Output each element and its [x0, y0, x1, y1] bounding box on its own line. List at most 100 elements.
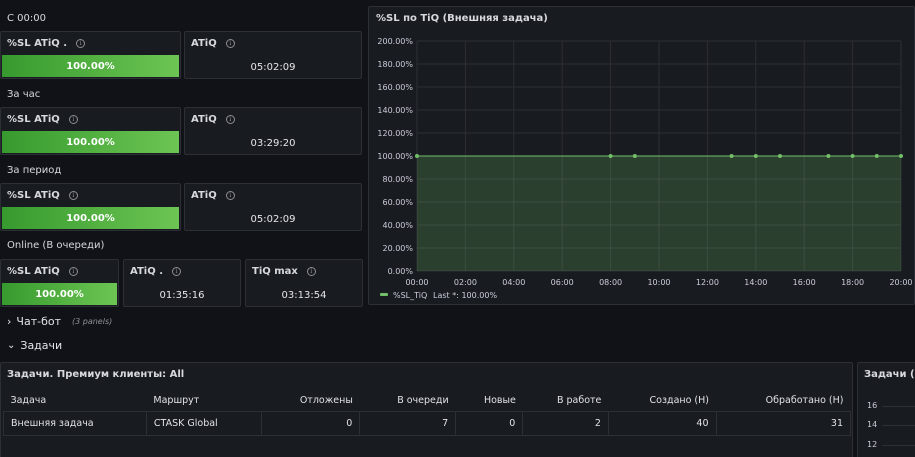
row-chatbot[interactable]: › Чат-бот (3 panels) — [0, 313, 915, 329]
stat-value: 03:29:20 — [250, 138, 296, 149]
table-cell: 31 — [715, 410, 851, 436]
column-header-postponed[interactable]: Отложены — [299, 394, 353, 406]
y-tick-label: 120.00% — [377, 129, 413, 138]
stat-panel-atiq-online[interactable]: ATiQ . i 01:35:16 — [123, 259, 241, 307]
stat-title: %SL ATiQ — [7, 266, 60, 277]
data-point — [778, 154, 782, 158]
stat-panel-tiq-max-online[interactable]: TiQ max i 03:13:54 — [245, 259, 363, 307]
row-title: Задачи — [20, 338, 63, 352]
legend-stat: Last *: 100.00% — [433, 291, 497, 300]
column-header-route[interactable]: Маршрут — [153, 394, 200, 406]
row-tasks[interactable]: ⌄ Задачи — [0, 337, 915, 353]
chart-panel-sl-tiq[interactable]: %SL по TiQ (Внешняя задача) 0.00% 20.00% 4… — [368, 6, 915, 305]
x-tick-label: 18:00 — [841, 278, 864, 287]
x-tick-label: 02:00 — [454, 278, 477, 287]
y-tick-label: 100.00% — [377, 152, 413, 161]
tasks-table: Задача Маршрут Отложены В очереди Новые … — [3, 390, 851, 436]
legend-swatch — [380, 293, 388, 296]
column-header-in-queue[interactable]: В очереди — [397, 394, 449, 406]
group-title-per-hour: За час — [7, 89, 41, 100]
chevron-down-icon: ⌄ — [7, 339, 16, 351]
column-header-new[interactable]: Новые — [483, 394, 516, 406]
info-icon[interactable]: i — [225, 39, 235, 48]
stat-panel-atiq-today[interactable]: ATiQ i 05:02:09 — [184, 31, 362, 79]
info-icon[interactable]: i — [225, 115, 235, 124]
stat-panel-atiq-hour[interactable]: ATiQ i 03:29:20 — [184, 107, 362, 155]
stat-title: %SL ATiQ — [7, 114, 60, 125]
stat-value: 03:13:54 — [281, 290, 327, 301]
table-header-row: Задача Маршрут Отложены В очереди Новые … — [4, 390, 851, 411]
stat-panel-atiq-period[interactable]: ATiQ i 05:02:09 — [184, 183, 362, 231]
y-tick-label: 16 — [867, 401, 878, 410]
data-point — [826, 154, 831, 158]
data-point — [850, 154, 855, 158]
x-tick-label: 10:00 — [647, 278, 670, 287]
column-header-processed[interactable]: Обработано (Н) — [765, 394, 844, 406]
info-icon[interactable]: i — [76, 39, 86, 48]
y-tick-label: 12 — [867, 440, 878, 449]
stat-title: ATiQ — [191, 38, 217, 49]
stat-title: ATiQ — [191, 190, 217, 201]
info-icon[interactable]: i — [68, 115, 78, 124]
stat-title: ATiQ . — [130, 266, 163, 277]
chart-panel-tasks-external[interactable]: Задачи (Вн 16 14 12 — [857, 362, 915, 457]
y-tick-label: 200.00% — [377, 37, 413, 46]
info-icon[interactable]: i — [306, 267, 316, 276]
stat-value: 01:35:16 — [159, 290, 205, 301]
y-tick-label: 14 — [867, 420, 878, 429]
y-tick-label: 180.00% — [377, 60, 413, 69]
group-title-online: Online (В очереди) — [7, 240, 105, 251]
y-tick-label: 0.00% — [388, 267, 414, 276]
stat-panel-sl-atiq-period[interactable]: %SL ATiQ i 100.00% — [0, 183, 181, 231]
stat-value: 100.00% — [2, 207, 179, 229]
row-panel-count: (3 panels) — [72, 316, 113, 326]
stat-panel-sl-atiq-today[interactable]: %SL ATiQ . i 100.00% — [0, 31, 181, 79]
stat-panel-sl-atiq-online[interactable]: %SL ATiQ i 100.00% — [0, 259, 119, 307]
series-area — [417, 156, 901, 271]
stat-value: 100.00% — [2, 283, 117, 305]
group-title-per-period: За период — [7, 165, 62, 176]
info-icon[interactable]: i — [225, 191, 235, 200]
info-icon[interactable]: i — [68, 191, 78, 200]
y-tick-label: 160.00% — [377, 83, 413, 92]
x-tick-label: 16:00 — [793, 278, 816, 287]
x-tick-label: 20:00 — [889, 278, 912, 287]
data-point — [415, 154, 419, 158]
table-panel-premium-tasks[interactable]: Задачи. Премиум клиенты: All Задача Марш… — [0, 362, 853, 457]
data-point — [874, 154, 879, 158]
x-tick-label: 06:00 — [551, 278, 574, 287]
data-point — [753, 154, 758, 158]
table-row[interactable]: Внешняя задача CTASK Global 0 7 0 2 40 3… — [3, 410, 851, 436]
table-cell: 0 — [261, 410, 361, 436]
x-tick-label: 08:00 — [599, 278, 622, 287]
stat-value: 05:02:09 — [250, 214, 296, 225]
legend-label: %SL_TiQ — [393, 291, 427, 300]
info-icon[interactable]: i — [172, 267, 181, 276]
chart-title: %SL по TiQ (Внешняя задача) — [376, 13, 548, 24]
table-cell: 7 — [359, 410, 457, 436]
x-tick-label: 00:00 — [405, 278, 428, 287]
data-point — [729, 154, 734, 158]
grid-line — [882, 425, 915, 426]
data-point — [632, 154, 637, 158]
column-header-created[interactable]: Создано (Н) — [649, 394, 710, 406]
panel-title: Задачи (Вн — [864, 369, 915, 380]
table-cell: 40 — [607, 410, 717, 436]
stat-title: TiQ max — [252, 266, 298, 277]
y-tick-label: 40.00% — [382, 221, 413, 230]
table-cell: CTASK Global — [145, 410, 263, 436]
stat-panel-sl-atiq-hour[interactable]: %SL ATiQ i 100.00% — [0, 107, 181, 155]
row-title: Чат-бот — [16, 314, 61, 328]
x-tick-label: 12:00 — [696, 278, 719, 287]
chart-canvas[interactable]: 0.00% 20.00% 40.00% 60.00% 80.00% 100.00% 120.… — [369, 7, 915, 306]
stat-title: ATiQ — [191, 114, 217, 125]
data-point — [608, 154, 613, 158]
table-title: Задачи. Премиум клиенты: All — [7, 369, 185, 380]
y-tick-label: 60.00% — [382, 198, 413, 207]
column-header-task[interactable]: Задача — [10, 394, 47, 406]
stat-value: 05:02:09 — [250, 62, 296, 73]
chevron-right-icon: › — [7, 314, 12, 328]
info-icon[interactable]: i — [68, 267, 78, 276]
column-header-in-progress[interactable]: В работе — [556, 394, 602, 406]
group-title-since-midnight: С 00:00 — [7, 13, 46, 24]
